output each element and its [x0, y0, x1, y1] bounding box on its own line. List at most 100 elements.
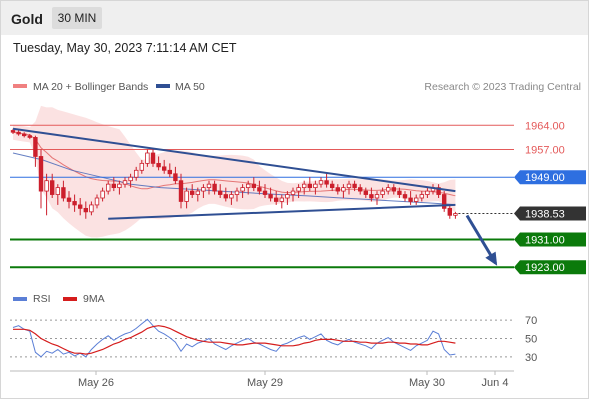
- candle-body: [296, 187, 301, 192]
- candle-body: [206, 183, 212, 189]
- level-tag-1923.00: [514, 260, 586, 275]
- candle-body: [419, 194, 424, 199]
- candle-body: [10, 130, 16, 133]
- rsi-line: [12, 318, 456, 358]
- candle-body: [89, 204, 94, 213]
- candle-body: [184, 190, 189, 202]
- candle-body: [55, 187, 60, 195]
- level-tag-1931.00: [514, 232, 586, 247]
- candle-body: [397, 190, 402, 195]
- legend-swatch-ma-bb: [13, 84, 27, 88]
- candle-body: [425, 190, 430, 195]
- level-label-1938.53: 1938.53: [525, 208, 565, 220]
- rsi-tick-50: 50: [525, 334, 537, 346]
- candle-body: [50, 180, 55, 195]
- candle-body: [128, 176, 133, 182]
- candle-body: [38, 156, 44, 192]
- candle-body: [83, 207, 88, 213]
- candle-body: [33, 137, 38, 157]
- candle-body: [217, 190, 223, 195]
- rsi-tick-30: 30: [525, 352, 537, 364]
- legend: MA 20 + Bollinger Bands MA 50 Research ©…: [13, 81, 581, 93]
- candle-body: [111, 183, 116, 189]
- price-plot: 1964.00 1957.00 1949.00 1938.53 1931.00 1923.…: [10, 105, 586, 275]
- candle-body: [44, 180, 49, 192]
- time-axis: May 26 May 29 May 30 Jun 4: [10, 370, 514, 389]
- rsi-9ma-line: [13, 325, 456, 355]
- level-label-1964.00: 1964.00: [525, 120, 565, 132]
- candle-body: [223, 194, 228, 199]
- rsi-legend-9ma: 9MA: [83, 293, 105, 305]
- candle-body: [257, 187, 262, 192]
- candle-body: [352, 183, 357, 189]
- candle-body: [290, 190, 296, 195]
- candle-body: [156, 162, 161, 168]
- candle-body: [441, 194, 447, 209]
- candle-body: [245, 183, 251, 189]
- candle-body: [66, 197, 72, 202]
- candle-body: [72, 201, 77, 206]
- candle-body: [106, 183, 111, 192]
- candle-body: [234, 190, 240, 195]
- bollinger-band-area: [13, 105, 456, 238]
- candle-body: [195, 190, 200, 195]
- timeframe-button[interactable]: 30 MIN: [52, 7, 102, 29]
- candle-body: [122, 180, 128, 185]
- candle-body: [21, 133, 27, 137]
- rsi-legend-rsi: RSI: [33, 293, 51, 305]
- time-tick-label: May 29: [247, 377, 283, 389]
- candle-body: [329, 183, 335, 189]
- candle-body: [173, 173, 178, 182]
- candle-body: [61, 187, 66, 199]
- candle-body: [251, 183, 256, 189]
- trendline-1: [108, 203, 456, 220]
- candle-body: [307, 183, 312, 189]
- candle-body: [363, 190, 368, 195]
- candle-body: [453, 213, 458, 216]
- candle-body: [100, 190, 105, 199]
- candle-body: [408, 197, 413, 202]
- candle-body: [117, 183, 122, 189]
- candle-body: [212, 183, 217, 192]
- candle-body: [279, 197, 284, 202]
- candle-body: [161, 166, 167, 171]
- legend-ma50: MA 50: [175, 81, 205, 93]
- candle-body: [133, 169, 139, 178]
- candle-body: [402, 194, 408, 199]
- candle-body: [380, 190, 385, 195]
- legend-ma-bb: MA 20 + Bollinger Bands: [33, 81, 148, 93]
- candle-body: [262, 190, 268, 195]
- candle-body: [447, 207, 452, 216]
- symbol-title: Gold: [11, 11, 43, 27]
- candle-body: [27, 135, 32, 138]
- candle-body: [78, 204, 83, 209]
- candle-body: [285, 194, 290, 199]
- rsi-tick-70: 70: [525, 315, 537, 327]
- candle-body: [201, 187, 206, 192]
- candle-body: [318, 180, 324, 185]
- trendline-0: [12, 127, 456, 193]
- candle-body: [240, 187, 245, 192]
- candle-body: [413, 197, 419, 202]
- candle-body: [391, 187, 396, 192]
- level-label-1923.00: 1923.00: [525, 262, 565, 274]
- level-tag-1938.53: [514, 206, 586, 221]
- level-label-1957.00: 1957.00: [525, 145, 565, 157]
- candle-body: [385, 187, 391, 192]
- candle-body: [145, 152, 150, 164]
- level-tag-1949.00: [514, 170, 586, 185]
- candle-body: [94, 197, 100, 206]
- header-bar: Gold 30 MIN: [1, 1, 588, 35]
- time-tick-label: May 30: [409, 377, 445, 389]
- candle-body: [357, 187, 363, 192]
- candle-body: [374, 194, 380, 199]
- legend-swatch-ma50: [156, 84, 170, 88]
- candle-body: [341, 187, 346, 192]
- candle-body: [436, 187, 441, 195]
- candle-body: [178, 180, 184, 202]
- projection-arrow-head: [485, 251, 498, 266]
- candle-body: [324, 180, 329, 185]
- candle-body: [301, 183, 307, 189]
